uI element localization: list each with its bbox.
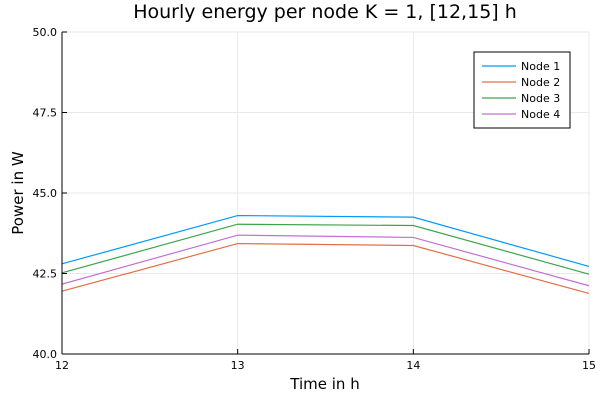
y-tick-label: 47.5 [33,107,58,120]
series-line-node-3 [61,223,590,275]
series-lines [61,214,590,295]
legend: Node 1 Node 2 Node 3 Node 4 [473,51,571,129]
legend-label: Node 1 [521,60,560,73]
series-line-node-4 [61,234,590,287]
legend-label: Node 2 [521,76,560,89]
ticks: 12 13 14 15 40.0 42.5 45.0 47.5 50.0 [33,26,597,372]
legend-box [473,51,571,129]
y-tick-label: 50.0 [33,26,58,39]
x-tick-label: 13 [231,359,245,372]
y-tick-label: 40.0 [33,348,58,361]
chart-title: Hourly energy per node K = 1, [12,15] h [133,1,517,23]
legend-label: Node 4 [521,108,560,121]
y-tick-label: 45.0 [33,187,58,200]
series-line-node-2 [61,242,590,295]
x-tick-label: 12 [55,359,69,372]
series-line-node-1 [61,214,590,267]
x-axis-label: Time in h [289,375,359,393]
x-tick-label: 14 [406,359,420,372]
x-tick-label: 15 [582,359,596,372]
y-axis-label: Power in W [9,151,27,235]
legend-label: Node 3 [521,92,560,105]
y-tick-label: 42.5 [33,268,58,281]
